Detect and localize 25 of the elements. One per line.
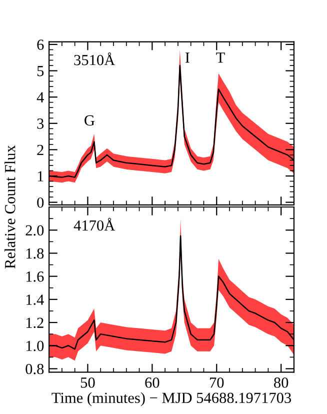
y-tick-label: 1.8 xyxy=(26,248,44,259)
y-tick-label: 5 xyxy=(37,66,44,76)
y-tick-label: 0 xyxy=(37,197,44,208)
y-tick-label: 0.8 xyxy=(26,364,44,374)
annotation: G xyxy=(84,115,94,126)
annotation: I xyxy=(185,52,190,63)
y-tick-label: 1.2 xyxy=(26,318,44,328)
y-axis-title: Relative Count Flux xyxy=(4,145,16,269)
annotation: T xyxy=(216,52,225,63)
y-tick-label: 1.4 xyxy=(26,294,44,305)
y-tick-label: 4 xyxy=(36,92,44,102)
y-tick-label: 1 xyxy=(38,171,44,182)
y-tick-label: 2 xyxy=(37,144,44,155)
y-tick-label: 6 xyxy=(37,40,44,50)
x-axis-title: Time (minutes) − MJD 54688.1971703 xyxy=(52,392,292,406)
y-tick-label: 1.0 xyxy=(26,340,44,352)
x-tick-label: 70 xyxy=(210,377,224,388)
x-tick-label: 50 xyxy=(80,377,95,388)
x-tick-label: 80 xyxy=(274,377,288,388)
annotation: 4170Å xyxy=(74,218,116,231)
annotation: 3510Å xyxy=(74,52,116,66)
y-tick-label: 2.0 xyxy=(26,225,44,236)
y-tick-label: 3 xyxy=(37,118,44,129)
y-tick-label: 1.6 xyxy=(26,271,44,282)
x-tick-label: 60 xyxy=(145,377,160,388)
